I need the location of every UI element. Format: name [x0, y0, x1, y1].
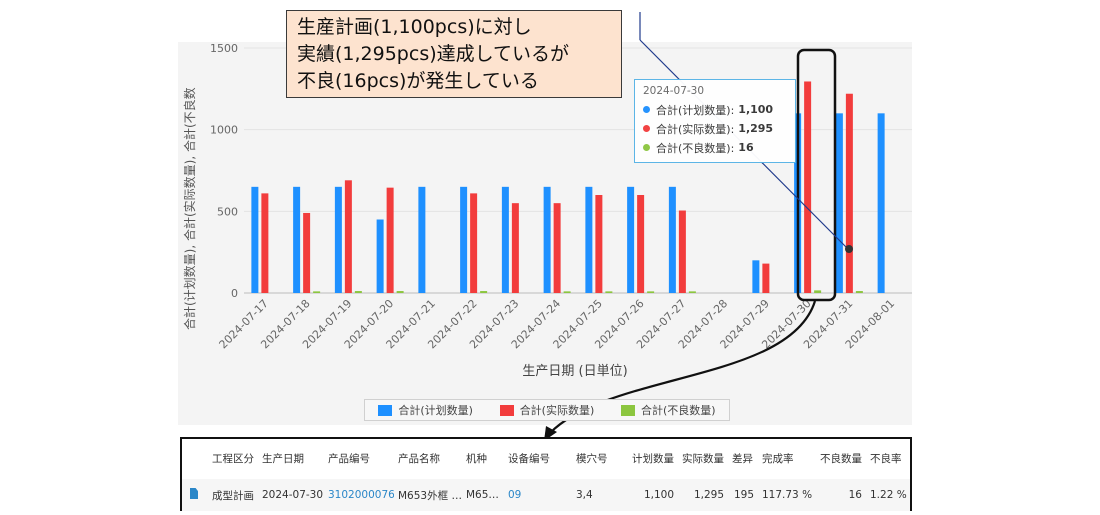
bar-defect[interactable]	[563, 291, 571, 293]
bar-actual[interactable]	[511, 203, 519, 293]
bar-defect[interactable]	[605, 291, 613, 293]
bar-plan[interactable]	[293, 186, 301, 293]
bar-plan[interactable]	[501, 186, 509, 293]
bar-plan[interactable]	[627, 186, 635, 293]
bar-plan[interactable]	[877, 113, 885, 293]
header-cell[interactable]: 差异	[732, 452, 753, 465]
bar-actual[interactable]	[386, 187, 394, 293]
header-cell[interactable]: 机种	[466, 452, 487, 465]
y-tick-label: 1000	[210, 124, 238, 137]
equipment-code-link[interactable]: 09	[508, 489, 522, 501]
table-cell: M65…	[466, 489, 499, 501]
bar-plan[interactable]	[668, 186, 676, 293]
header-cell[interactable]: 不良率	[870, 452, 902, 465]
header-cell[interactable]: 实际数量	[682, 452, 724, 465]
bar-defect[interactable]	[855, 291, 863, 293]
y-tick-label: 500	[217, 205, 238, 218]
callout-line-3: 不良(16pcs)が発生している	[297, 70, 539, 92]
highlight-box	[796, 48, 837, 302]
tooltip-row-plan: 合計(计划数量): 1,100	[643, 100, 787, 119]
bar-plan[interactable]	[543, 186, 551, 293]
chart-tooltip: 2024-07-30 合計(计划数量): 1,100 合計(实际数量): 1,2…	[634, 79, 796, 163]
bar-defect[interactable]	[647, 291, 655, 293]
header-cell[interactable]: 完成率	[762, 452, 794, 465]
bar-plan[interactable]	[334, 186, 342, 293]
legend-item-defect[interactable]: 合計(不良数量)	[621, 402, 716, 418]
table-row[interactable]: 成型計画 2024-07-30 3102000076 M653外框 … M65……	[182, 479, 910, 511]
tooltip-date: 2024-07-30	[643, 85, 705, 97]
table-cell: 1,295	[693, 489, 724, 501]
callout-line-2: 実績(1,295pcs)達成しているが	[297, 43, 570, 65]
bar-plan[interactable]	[460, 186, 468, 293]
bar-actual[interactable]	[762, 263, 770, 293]
y-tick-label: 1500	[210, 42, 238, 55]
header-cell[interactable]: 不良数量	[820, 452, 862, 465]
header-cell[interactable]: 生产日期	[262, 452, 304, 465]
bar-defect[interactable]	[688, 291, 696, 293]
header-cell[interactable]: 计划数量	[632, 452, 674, 465]
bar-plan[interactable]	[376, 219, 384, 294]
legend-swatch	[378, 404, 393, 416]
product-code-link[interactable]: 3102000076	[328, 489, 394, 501]
production-table: 工程区分 生产日期 产品编号 产品名称 机种 设备编号 模穴号 计划数量 实际数…	[180, 437, 912, 511]
pointer-dot	[845, 245, 853, 253]
tooltip-row-defect: 合計(不良数量): 16	[643, 138, 787, 157]
bar-actual[interactable]	[470, 193, 478, 293]
legend-swatch	[499, 404, 514, 416]
chart-legend: 合計(计划数量) 合計(实际数量) 合計(不良数量)	[364, 399, 730, 421]
annotation-callout: 生産計画(1,100pcs)に対し 実績(1,295pcs)達成しているが 不良…	[286, 10, 622, 98]
table-cell: 3,4	[576, 489, 593, 501]
bar-plan[interactable]	[251, 186, 259, 293]
bar-defect[interactable]	[396, 291, 404, 293]
bar-actual[interactable]	[637, 195, 645, 293]
bar-actual[interactable]	[261, 193, 269, 293]
bar-defect[interactable]	[313, 291, 321, 293]
header-cell[interactable]: 设备编号	[508, 452, 550, 465]
bar-actual[interactable]	[804, 81, 812, 293]
x-axis-label: 生产日期 (日単位)	[522, 363, 627, 379]
table-header-row: 工程区分 生产日期 产品编号 产品名称 机种 设备编号 模穴号 计划数量 实际数…	[182, 439, 910, 477]
bar-defect[interactable]	[480, 291, 488, 293]
y-tick-label: 0	[231, 287, 238, 300]
header-cell[interactable]: 产品编号	[328, 452, 370, 465]
table-cell: M653外框 …	[398, 489, 462, 502]
series-dot-icon	[643, 125, 650, 132]
bar-defect[interactable]	[354, 291, 362, 293]
legend-item-actual[interactable]: 合計(实际数量)	[499, 402, 594, 418]
header-cell[interactable]: 产品名称	[398, 452, 440, 465]
bar-plan[interactable]	[835, 113, 843, 293]
bar-actual[interactable]	[595, 195, 603, 293]
bar-actual[interactable]	[845, 93, 853, 293]
bar-plan[interactable]	[752, 260, 760, 293]
bar-actual[interactable]	[344, 180, 352, 293]
table-cell: 2024-07-30	[262, 489, 324, 501]
document-icon[interactable]	[190, 488, 198, 499]
table-cell: 195	[733, 489, 754, 501]
series-dot-icon	[643, 106, 650, 113]
table-cell: 1.22 %	[870, 489, 907, 501]
bar-actual[interactable]	[303, 212, 311, 293]
legend-swatch	[621, 404, 636, 416]
table-cell: 成型計画	[212, 489, 254, 502]
tooltip-row-actual: 合計(实际数量): 1,295	[643, 119, 787, 138]
table-cell: 16	[848, 489, 862, 501]
table-cell: 1,100	[643, 489, 674, 501]
bar-defect[interactable]	[814, 290, 822, 293]
bar-plan[interactable]	[585, 186, 593, 293]
callout-line-1: 生産計画(1,100pcs)に対し	[297, 16, 532, 38]
header-cell[interactable]: 工程区分	[212, 452, 254, 465]
bar-actual[interactable]	[678, 210, 686, 293]
legend-item-plan[interactable]: 合計(计划数量)	[378, 402, 473, 418]
table-cell: 117.73 %	[762, 489, 813, 501]
y-axis-label: 合計(计划数量), 合計(实际数量), 合計(不良数	[182, 87, 197, 330]
bar-actual[interactable]	[553, 203, 561, 293]
series-dot-icon	[643, 144, 650, 151]
header-cell[interactable]: 模穴号	[576, 452, 608, 465]
bar-plan[interactable]	[418, 186, 426, 293]
